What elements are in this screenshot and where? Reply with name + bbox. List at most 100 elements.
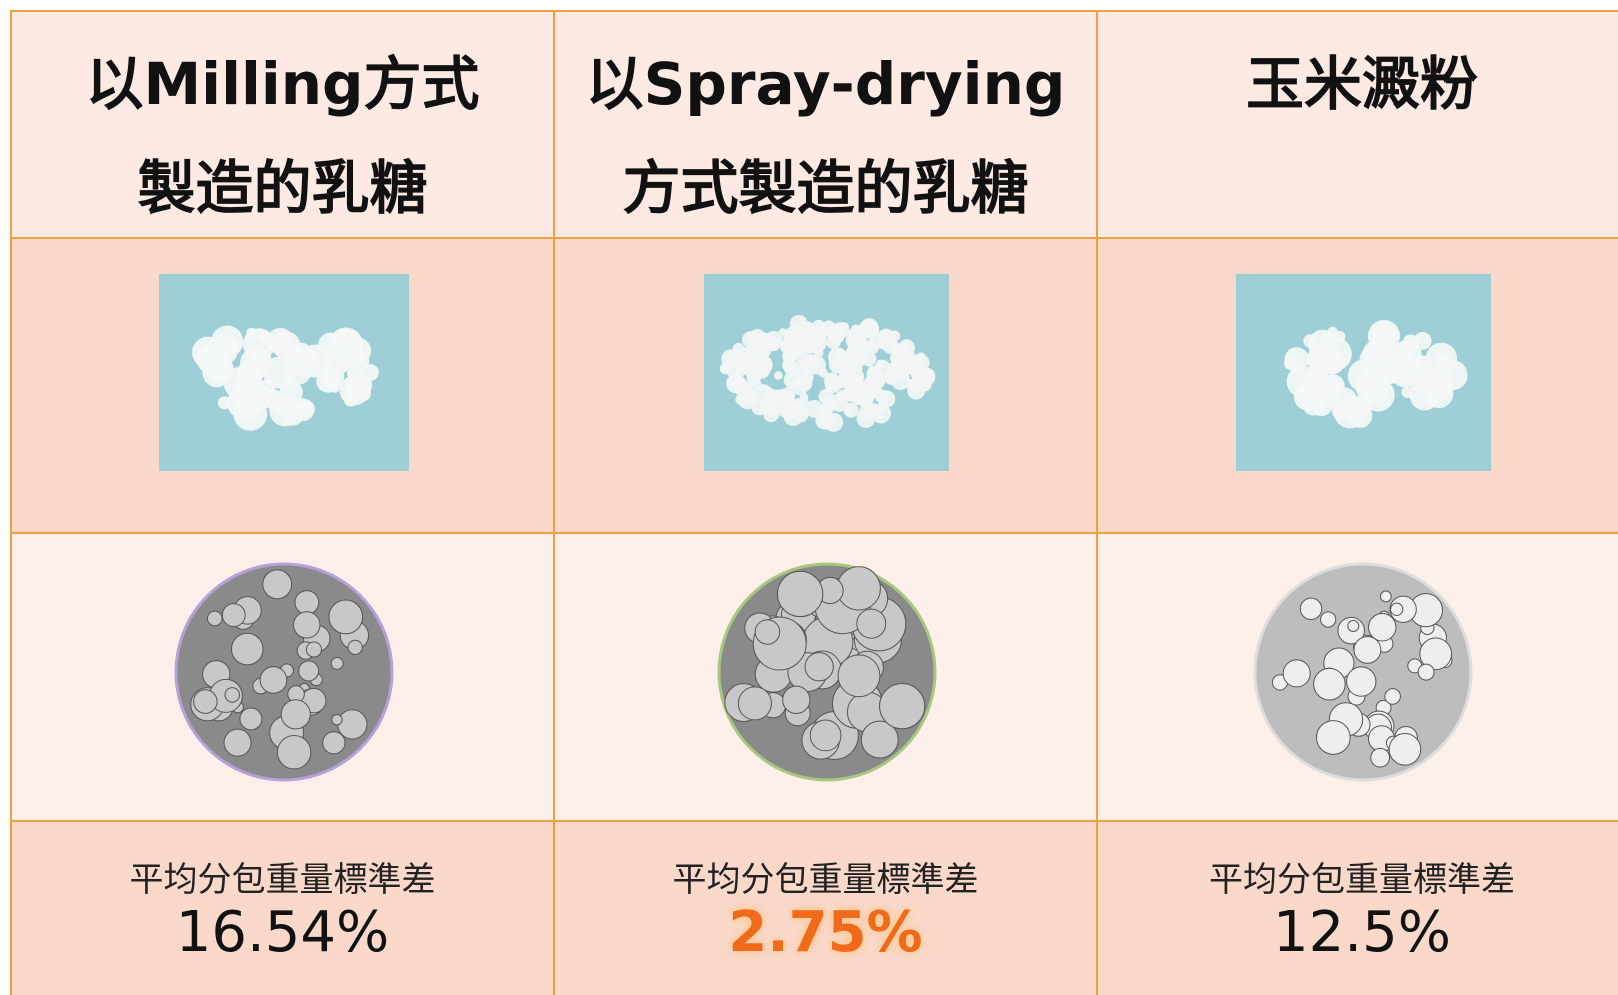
sem-particle — [1316, 721, 1350, 755]
powder-grain — [845, 346, 862, 363]
sem-particle — [277, 736, 310, 769]
powder-grain — [754, 363, 762, 371]
sem-particle — [1385, 689, 1401, 705]
header-cell: 以Spray-drying方式製造的乳糖 — [553, 10, 1096, 237]
sem-particle — [1300, 598, 1321, 619]
powder-grain — [1284, 347, 1309, 372]
sem-particle — [805, 653, 833, 681]
powder-grain — [1411, 355, 1433, 377]
page: 以Milling方式製造的乳糖平均分包重量標準差16.54%以Spray-dry… — [0, 0, 1618, 995]
powder-grain — [875, 389, 888, 402]
powder-grain — [1409, 381, 1439, 411]
powder-grain — [1398, 368, 1414, 384]
sem-particle — [1354, 637, 1381, 664]
powder-grain — [1319, 349, 1344, 374]
powder-grain — [1364, 366, 1388, 390]
sem-particle — [260, 667, 287, 694]
powder-grain — [851, 324, 860, 333]
powder-grain — [1364, 346, 1378, 360]
sem-particle — [295, 591, 319, 615]
powder-grain — [1413, 332, 1431, 350]
metric-value: 16.54% — [12, 900, 553, 965]
powder-grain — [827, 378, 840, 391]
metric-value: 12.5% — [1098, 900, 1618, 965]
powder-grain — [321, 365, 344, 388]
sem-particle — [293, 612, 319, 638]
powder-grain — [283, 357, 311, 385]
sem-particle — [1418, 664, 1434, 680]
sem-image — [707, 552, 947, 792]
powder-grain — [806, 354, 819, 367]
powder-grain — [1321, 375, 1334, 388]
sem-particle — [879, 684, 924, 729]
sem-particle — [1321, 612, 1336, 627]
powder-grain — [1380, 338, 1394, 352]
powder-grain — [861, 351, 876, 366]
header-cell: 玉米澱粉 — [1096, 10, 1618, 237]
powder-grain — [768, 400, 782, 414]
sem-particle — [231, 633, 263, 665]
sem-particle — [1347, 667, 1376, 696]
value-cell: 平均分包重量標準差12.5% — [1096, 820, 1618, 995]
powder-grain — [798, 397, 808, 407]
sem-particle — [193, 690, 217, 714]
powder-grain — [206, 334, 238, 366]
header-cell: 以Milling方式製造的乳糖 — [10, 10, 553, 237]
sem-particle — [207, 611, 222, 626]
sem-particle — [738, 687, 771, 720]
photo-cell — [10, 237, 553, 532]
powder-grain — [868, 369, 882, 383]
sem-particle — [331, 715, 341, 725]
sem-particle — [239, 708, 261, 730]
sem-particle — [1314, 668, 1346, 700]
powder-grain — [751, 400, 767, 416]
sem-particle — [222, 604, 245, 627]
metric-label: 平均分包重量標準差 — [555, 852, 1096, 901]
metric-label: 平均分包重量標準差 — [12, 852, 553, 901]
powder-grain — [907, 381, 925, 399]
powder-grain — [852, 363, 863, 374]
powder-grain — [898, 339, 915, 356]
sem-particle — [1283, 660, 1310, 687]
sem-particle — [262, 570, 291, 599]
powder-grain — [869, 403, 881, 415]
sem-particle — [1389, 734, 1421, 766]
powder-grain — [217, 396, 230, 409]
sem-particle — [225, 688, 240, 703]
sample-photo — [1236, 274, 1491, 471]
sem-image — [164, 552, 404, 792]
powder-grain — [280, 399, 300, 419]
powder-grain — [784, 361, 799, 376]
sem-particle — [224, 729, 251, 756]
powder-grain — [233, 397, 267, 431]
powder-grain — [844, 384, 862, 402]
powder-grain — [344, 337, 370, 363]
powder-grain — [735, 394, 746, 405]
header-text: 製造的乳糖 — [12, 136, 553, 240]
sem-particle — [298, 661, 318, 681]
powder-grain — [1359, 403, 1371, 415]
sample-photo — [159, 274, 409, 471]
sem-particle — [328, 600, 362, 634]
powder-grain — [897, 361, 913, 377]
sem-particle — [348, 640, 362, 654]
metric-value: 2.75% — [555, 900, 1096, 965]
powder-grain — [886, 374, 897, 385]
header-text: 以Milling方式 — [12, 32, 553, 136]
sem-particle — [782, 686, 809, 713]
sem-particle — [306, 642, 321, 657]
header-text: 玉米澱粉 — [1098, 32, 1618, 136]
powder-grain — [814, 335, 824, 345]
powder-grain — [829, 329, 844, 344]
sem-cell — [1096, 532, 1618, 820]
sem-particle — [838, 655, 880, 697]
powder-grain — [1293, 383, 1320, 410]
powder-grain — [272, 331, 300, 359]
powder-grain — [739, 346, 757, 364]
powder-grain — [236, 366, 262, 392]
metric-label: 平均分包重量標準差 — [1098, 852, 1618, 901]
powder-grain — [793, 323, 802, 332]
powder-grain — [339, 376, 369, 406]
